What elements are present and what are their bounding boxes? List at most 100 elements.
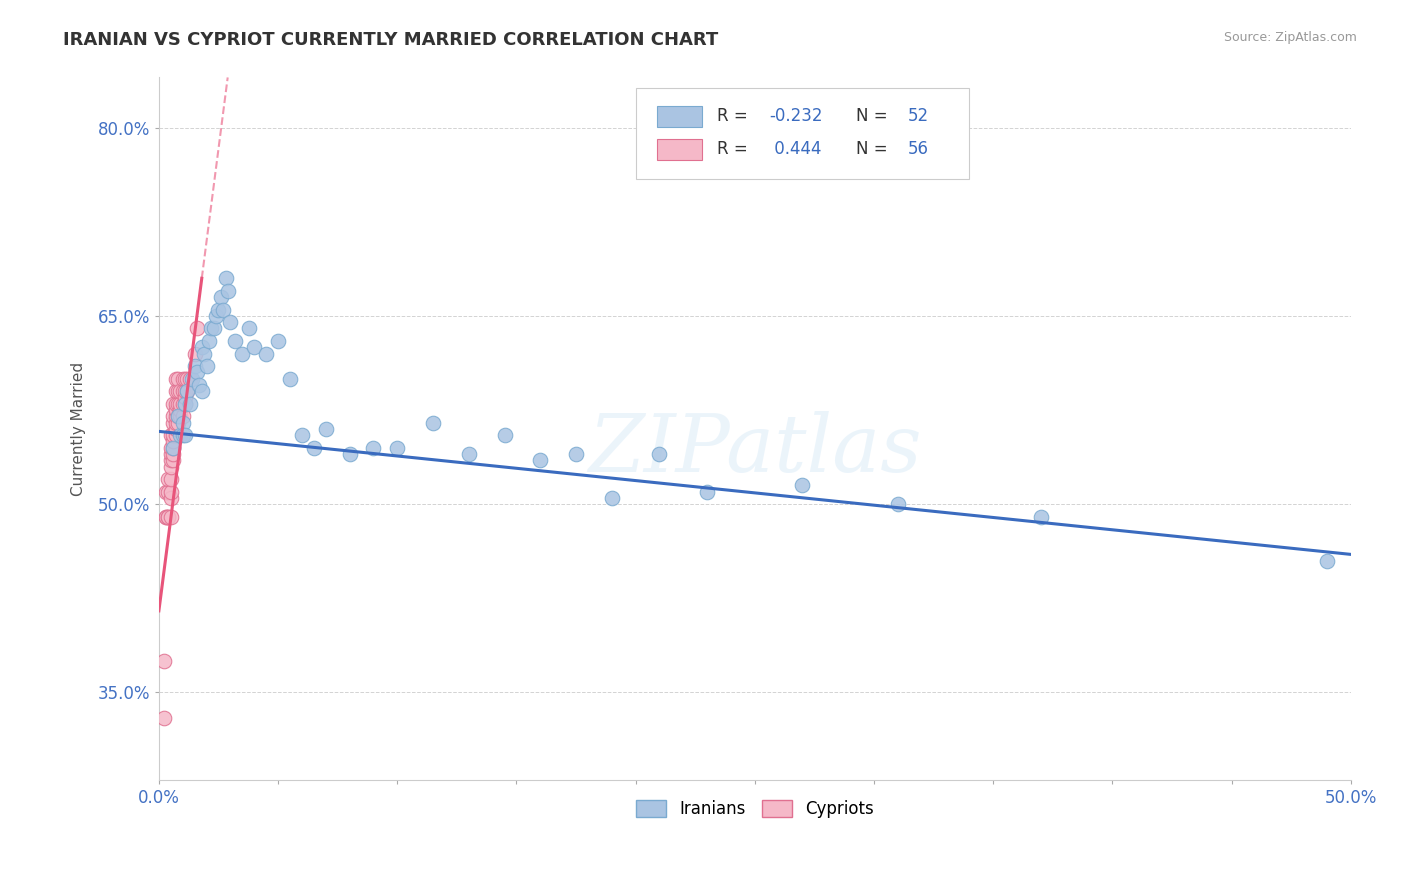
Point <box>165 372 187 386</box>
Point <box>200 321 222 335</box>
Point <box>494 428 516 442</box>
Point <box>254 346 277 360</box>
Point <box>167 416 190 430</box>
Point <box>159 459 181 474</box>
Point <box>176 384 198 399</box>
Text: -0.232: -0.232 <box>769 107 823 125</box>
Point <box>179 397 201 411</box>
Point <box>179 372 201 386</box>
Point <box>165 384 187 399</box>
Legend: Iranians, Cypriots: Iranians, Cypriots <box>628 793 880 825</box>
Point <box>165 428 187 442</box>
Point <box>157 509 180 524</box>
Point <box>219 315 242 329</box>
Text: IRANIAN VS CYPRIOT CURRENTLY MARRIED CORRELATION CHART: IRANIAN VS CYPRIOT CURRENTLY MARRIED COR… <box>63 31 718 49</box>
Point <box>1316 554 1339 568</box>
Point <box>162 441 184 455</box>
Point <box>172 397 194 411</box>
Point <box>162 428 184 442</box>
Point <box>169 384 191 399</box>
Point <box>214 271 236 285</box>
Point <box>217 284 239 298</box>
Point <box>162 409 184 424</box>
Point <box>159 491 181 505</box>
Point <box>339 447 361 461</box>
Point <box>159 447 181 461</box>
Point <box>157 509 180 524</box>
Point <box>167 372 190 386</box>
Point <box>186 365 208 379</box>
Point <box>165 403 187 417</box>
Bar <box>657 139 703 161</box>
Point <box>315 422 337 436</box>
Point <box>422 416 444 430</box>
Text: N =: N = <box>856 107 893 125</box>
Point <box>155 484 177 499</box>
Point <box>165 416 187 430</box>
Point <box>183 346 205 360</box>
Point <box>159 428 181 442</box>
Point <box>162 434 184 449</box>
Text: R =: R = <box>717 107 752 125</box>
Point <box>195 359 218 373</box>
Point <box>174 384 197 399</box>
Point <box>167 397 190 411</box>
Point <box>202 321 225 335</box>
Point <box>193 346 215 360</box>
Point <box>198 334 221 348</box>
Point <box>167 409 190 424</box>
Point <box>209 290 232 304</box>
Point <box>291 428 314 442</box>
Point <box>159 453 181 467</box>
Point <box>183 359 205 373</box>
Point <box>165 409 187 424</box>
Y-axis label: Currently Married: Currently Married <box>72 362 86 496</box>
Point <box>231 346 253 360</box>
Point <box>165 422 187 436</box>
Point <box>152 654 174 668</box>
Point <box>205 309 228 323</box>
Point <box>169 428 191 442</box>
Point <box>167 409 190 424</box>
Point <box>174 397 197 411</box>
Point <box>696 484 718 499</box>
Point <box>600 491 623 505</box>
Point <box>157 472 180 486</box>
Text: R =: R = <box>717 140 752 158</box>
Point <box>172 409 194 424</box>
Point <box>363 441 385 455</box>
Point <box>565 447 588 461</box>
Point <box>887 497 910 511</box>
Text: ZIPatlas: ZIPatlas <box>588 411 921 489</box>
Point <box>191 384 214 399</box>
Point <box>176 372 198 386</box>
Point <box>157 484 180 499</box>
Point <box>172 384 194 399</box>
Point <box>159 441 181 455</box>
Point <box>159 484 181 499</box>
Point <box>155 509 177 524</box>
Text: N =: N = <box>856 140 893 158</box>
Point <box>169 409 191 424</box>
Point <box>529 453 551 467</box>
Point <box>162 441 184 455</box>
Point <box>159 472 181 486</box>
Point <box>188 378 211 392</box>
Point <box>1029 509 1052 524</box>
Point <box>207 302 229 317</box>
Point <box>191 340 214 354</box>
Text: 56: 56 <box>907 140 928 158</box>
Point <box>155 509 177 524</box>
Point <box>387 441 409 455</box>
Point <box>165 397 187 411</box>
Point <box>174 397 197 411</box>
Point <box>169 403 191 417</box>
Text: Source: ZipAtlas.com: Source: ZipAtlas.com <box>1223 31 1357 45</box>
Point <box>278 372 301 386</box>
Bar <box>657 106 703 128</box>
Point <box>224 334 246 348</box>
Point <box>152 710 174 724</box>
Point <box>159 509 181 524</box>
Point <box>648 447 671 461</box>
Point <box>267 334 290 348</box>
